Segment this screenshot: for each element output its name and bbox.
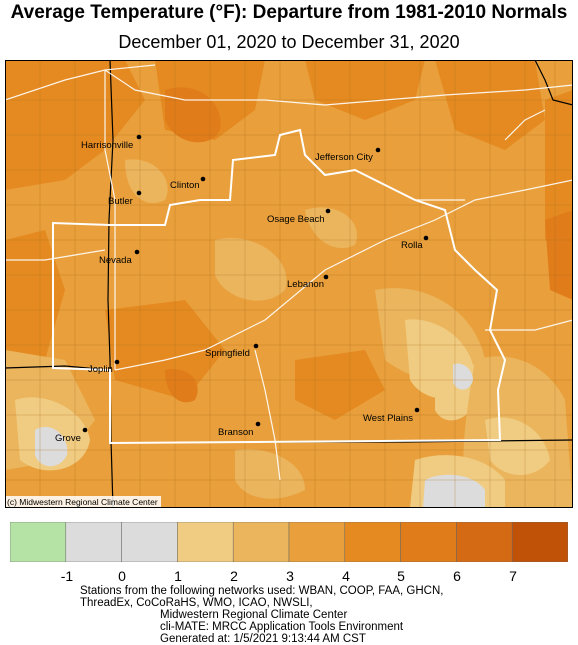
legend-swatch [232, 522, 290, 562]
city-marker [134, 249, 140, 255]
legend-tick: 5 [397, 568, 405, 584]
city-marker [136, 134, 142, 140]
legend-swatch [65, 522, 122, 562]
city-marker [114, 359, 120, 365]
city-label: Branson [218, 427, 253, 438]
city-label: Clinton [170, 180, 200, 191]
city-marker [200, 176, 206, 182]
city-marker [255, 421, 261, 427]
temperature-departure-map: Harrisonville Clinton Butler Jefferson C… [5, 60, 573, 508]
city-label: Osage Beach [267, 214, 325, 225]
legend-tick: 2 [230, 568, 238, 584]
departure-shading [5, 60, 573, 508]
credit-label: (c) Midwestern Regional Climate Center [7, 497, 158, 507]
credit-box [5, 496, 161, 508]
legend-swatch [121, 522, 178, 562]
city-marker [375, 147, 381, 153]
city-label: Rolla [401, 240, 423, 251]
legend-tick: 1 [174, 568, 182, 584]
map-title: Average Temperature (°F): Departure from… [10, 2, 568, 23]
city-label: Jefferson City [315, 152, 373, 163]
legend-swatch [288, 522, 346, 562]
footer-tool: cli-MATE: MRCC Application Tools Environ… [160, 621, 404, 633]
legend-tick: 3 [286, 568, 294, 584]
legend-tick: 0 [118, 568, 126, 584]
city-marker [136, 190, 142, 196]
legend-swatch [10, 522, 67, 562]
city-label: Harrisonville [81, 140, 133, 151]
city-label: Nevada [99, 255, 132, 266]
city-label: Lebanon [287, 279, 324, 290]
legend-tick: 6 [453, 568, 461, 584]
legend-tick: 7 [509, 568, 517, 584]
legend-tick: -1 [60, 568, 74, 584]
legend-swatch [344, 522, 401, 562]
highways [5, 64, 573, 481]
legend-swatch [511, 522, 568, 562]
city-marker [82, 427, 88, 433]
footer-center: Midwestern Regional Climate Center [160, 609, 348, 621]
color-legend [10, 522, 568, 562]
footer-generated: Generated at: 1/5/2021 9:13:44 AM CST [160, 633, 366, 645]
footer-networks-line1: Stations from the following networks use… [80, 585, 444, 597]
city-labels: Harrisonville Clinton Butler Jefferson C… [55, 140, 423, 444]
city-label: Springfield [205, 348, 250, 359]
city-label: West Plains [363, 413, 413, 424]
map-subtitle: December 01, 2020 to December 31, 2020 [118, 32, 460, 52]
city-label: Grove [55, 433, 81, 444]
legend-swatch [177, 522, 234, 562]
footer-networks-line2: ThreadEx, CoCoRaHS, WMO, ICAO, NWSLI, [80, 597, 313, 609]
legend-tick: 4 [342, 568, 350, 584]
city-marker [423, 235, 429, 241]
city-marker [253, 343, 259, 349]
county-boundaries [5, 60, 573, 508]
city-marker [325, 208, 331, 214]
legend-swatch [400, 522, 457, 562]
city-marker [414, 407, 420, 413]
city-marker [323, 274, 329, 280]
city-label: Joplin [88, 364, 113, 375]
city-label: Butler [108, 196, 133, 207]
city-markers [82, 134, 429, 433]
legend-swatch [456, 522, 513, 562]
